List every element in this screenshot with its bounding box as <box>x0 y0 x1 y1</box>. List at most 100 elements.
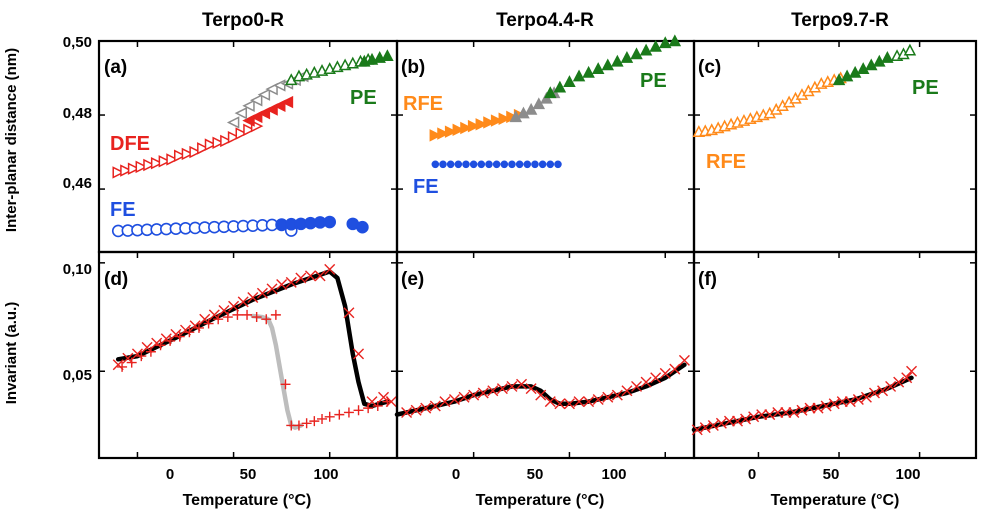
series-tri-filled <box>509 86 561 123</box>
data-point <box>554 398 566 410</box>
data-point <box>611 389 623 401</box>
data-point <box>885 380 897 392</box>
data-point <box>467 119 481 133</box>
data-point <box>222 312 233 323</box>
panel-label-d: (d) <box>104 269 128 290</box>
data-point <box>304 270 316 282</box>
data-point <box>251 312 262 323</box>
data-point <box>804 402 816 414</box>
data-point <box>324 263 336 275</box>
data-point <box>285 276 297 288</box>
series-PE <box>285 52 375 86</box>
data-point <box>265 82 278 96</box>
data-point <box>165 335 176 346</box>
data-point <box>531 160 539 169</box>
x-tick-50-col1: 50 <box>240 466 257 483</box>
panel-a <box>97 39 399 254</box>
data-point <box>893 376 905 388</box>
data-point <box>812 402 824 414</box>
data-point <box>135 160 148 174</box>
data-point <box>723 415 735 427</box>
annotation-pe-b: PE <box>640 70 667 92</box>
data-point <box>583 396 595 408</box>
top-y-axis-label: Inter-planar distance (nm) <box>3 48 20 232</box>
data-point <box>468 389 480 401</box>
annotation-rfe-b: RFE <box>403 93 443 115</box>
data-point <box>669 363 681 375</box>
data-point <box>243 123 256 137</box>
data-point <box>732 415 744 427</box>
data-point <box>506 380 518 392</box>
data-point <box>707 419 719 431</box>
x-axis-label-col1: Temperature (°C) <box>183 492 312 509</box>
data-point <box>483 116 496 129</box>
data-point <box>273 99 286 112</box>
data-point <box>865 58 878 71</box>
data-point <box>212 136 225 150</box>
data-point <box>280 379 291 390</box>
data-point <box>740 413 752 425</box>
data-point <box>544 86 557 99</box>
data-point <box>439 396 451 408</box>
panel-label-b: (b) <box>401 57 425 78</box>
data-point <box>848 65 862 78</box>
series-PE <box>544 34 682 99</box>
bottom-y-axis-label: Invariant (a.u.) <box>3 302 20 405</box>
series-line <box>394 362 687 417</box>
x-tick-0-col1: 0 <box>166 466 174 483</box>
series-PE <box>832 51 894 86</box>
data-point <box>226 116 240 129</box>
data-point <box>553 80 567 93</box>
data-point <box>429 400 441 412</box>
series-cross <box>112 263 397 408</box>
data-point <box>582 65 595 78</box>
series-line <box>691 375 914 433</box>
data-point <box>540 91 553 104</box>
data-point <box>429 129 442 142</box>
data-point <box>256 287 268 299</box>
data-point <box>492 160 501 169</box>
data-point <box>630 47 643 60</box>
data-point <box>203 318 214 329</box>
data-point <box>242 114 255 127</box>
data-point <box>538 160 547 169</box>
data-point <box>454 160 463 169</box>
data-point <box>691 424 703 436</box>
data-point <box>487 385 499 397</box>
data-point <box>631 380 643 392</box>
data-point <box>309 416 320 427</box>
panel-d <box>97 250 399 460</box>
data-point <box>197 142 210 155</box>
x-tick-0-col2: 0 <box>452 466 460 483</box>
data-point <box>868 387 880 399</box>
data-point <box>257 88 271 101</box>
data-point <box>678 354 690 366</box>
data-point <box>181 147 195 161</box>
series-FE <box>275 215 369 234</box>
data-point <box>276 279 288 291</box>
data-point <box>715 417 727 429</box>
data-point <box>143 158 156 172</box>
data-point <box>353 405 364 416</box>
data-point <box>155 340 166 351</box>
series-FE <box>111 218 298 238</box>
data-point <box>295 272 307 284</box>
column-title-2: Terpo4.4-R <box>496 10 594 31</box>
data-point <box>247 292 259 304</box>
data-point <box>832 73 846 86</box>
data-point <box>444 125 458 138</box>
data-point <box>659 36 672 49</box>
panel-frame <box>692 250 978 460</box>
data-point <box>525 383 537 395</box>
data-point <box>193 322 204 333</box>
series-PE <box>358 49 394 67</box>
data-point <box>270 309 281 320</box>
data-point <box>158 155 172 168</box>
data-point <box>189 145 202 159</box>
y-tick-050: 0,50 <box>63 34 92 51</box>
data-point <box>242 309 253 320</box>
data-point <box>458 391 470 403</box>
data-point <box>235 127 248 140</box>
data-point <box>363 403 374 414</box>
